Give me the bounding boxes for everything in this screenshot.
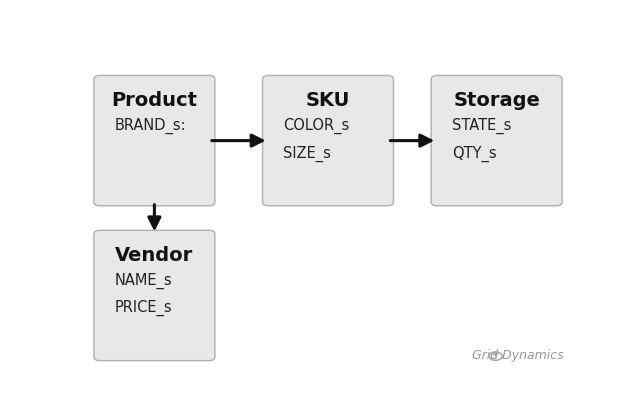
Text: PRICE_s: PRICE_s: [115, 300, 172, 316]
Text: QTY_s: QTY_s: [452, 145, 497, 162]
Text: NAME_s: NAME_s: [115, 273, 172, 289]
FancyBboxPatch shape: [94, 230, 215, 361]
Text: SIZE_s: SIZE_s: [284, 145, 332, 162]
Text: Product: Product: [111, 91, 197, 110]
Text: BRAND_s:: BRAND_s:: [115, 118, 186, 134]
Text: Storage: Storage: [453, 91, 540, 110]
Circle shape: [493, 352, 498, 356]
FancyBboxPatch shape: [431, 75, 562, 206]
FancyBboxPatch shape: [94, 75, 215, 206]
Text: SKU: SKU: [306, 91, 350, 110]
FancyBboxPatch shape: [262, 75, 394, 206]
Text: Grid Dynamics: Grid Dynamics: [472, 349, 564, 362]
Text: Vendor: Vendor: [115, 246, 193, 265]
Text: COLOR_s: COLOR_s: [284, 118, 349, 134]
Text: STATE_s: STATE_s: [452, 118, 511, 134]
